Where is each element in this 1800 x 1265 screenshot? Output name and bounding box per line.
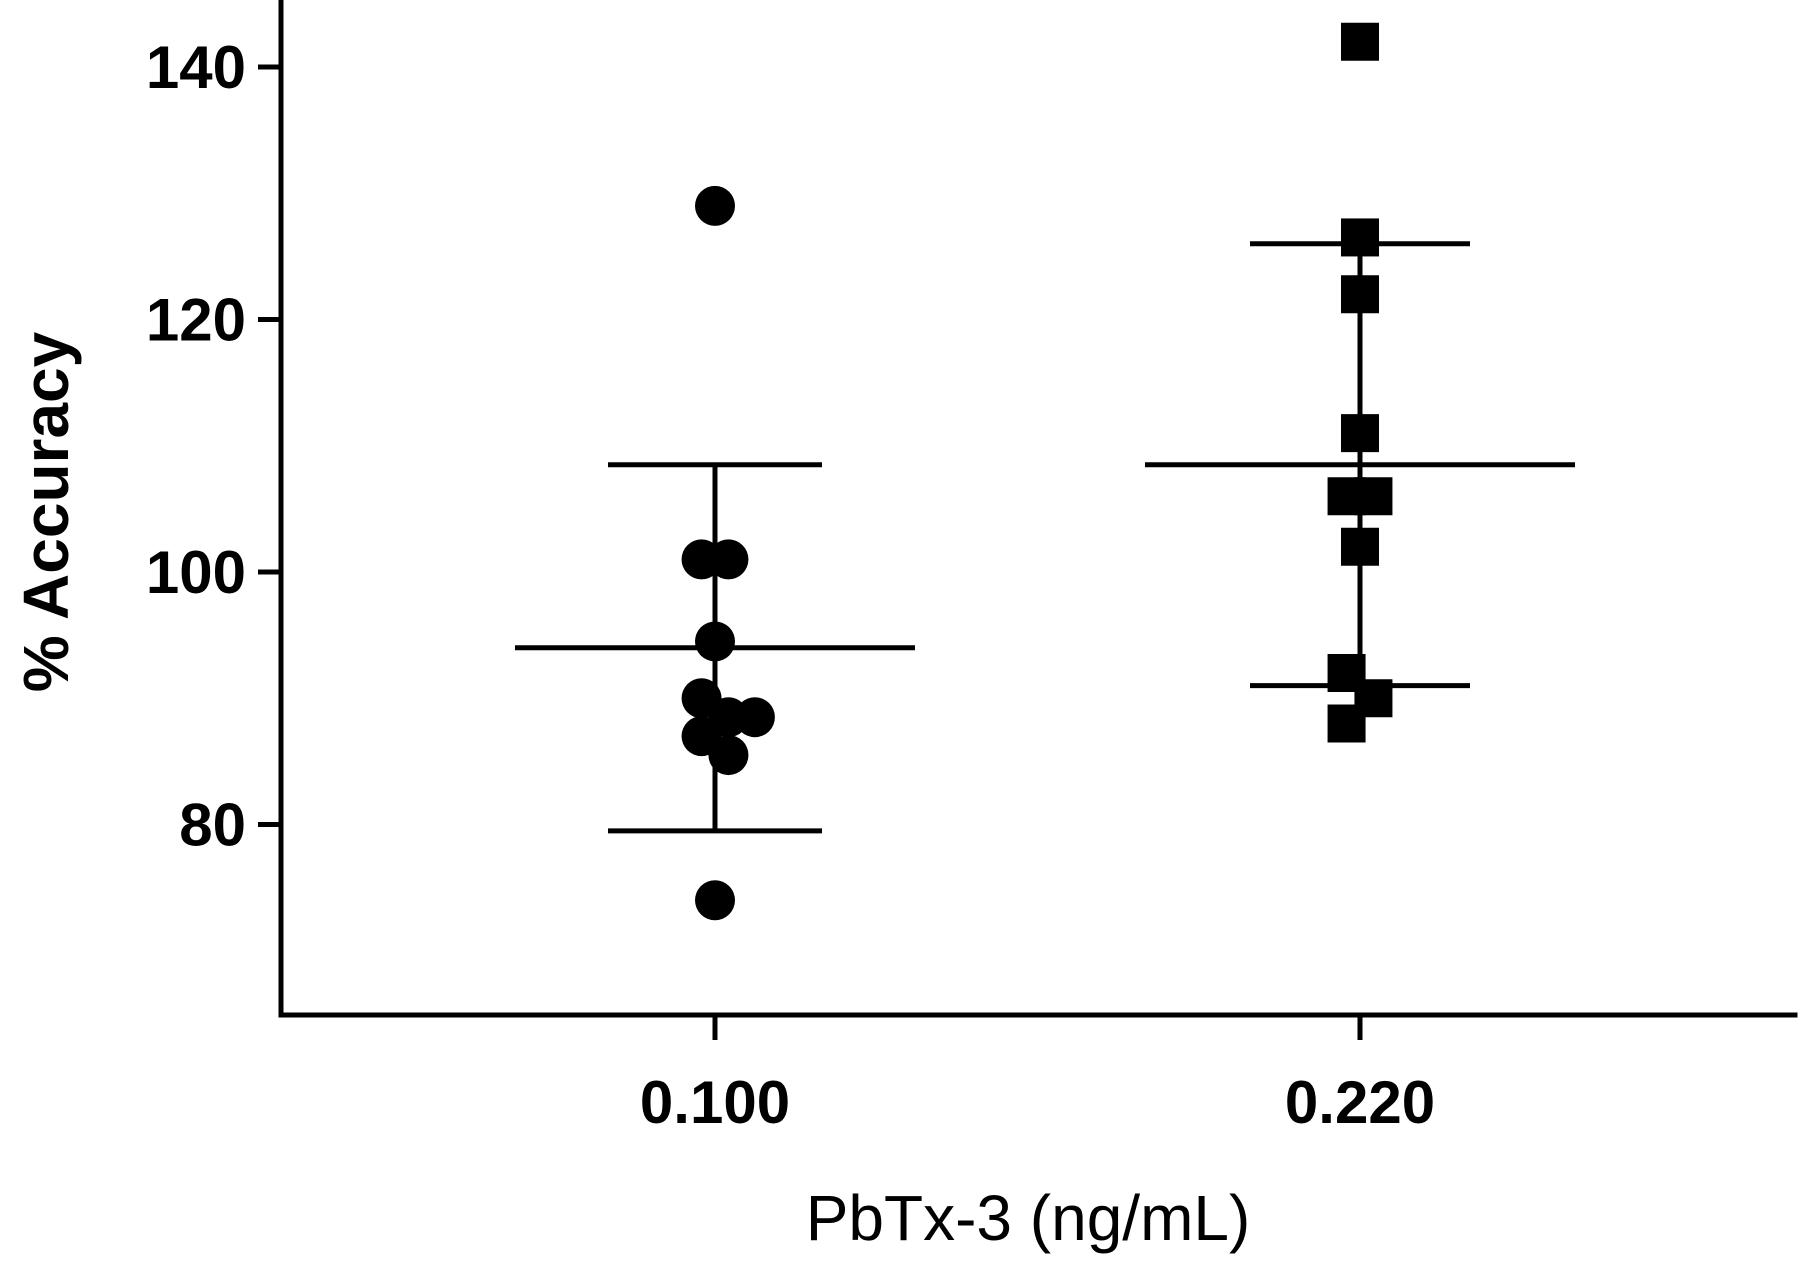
x-axis-ticks: 0.100 0.220: [640, 1015, 1435, 1136]
x-tick-label: 0.100: [640, 1069, 790, 1136]
data-point-circle: [734, 697, 775, 738]
data-point-square: [1327, 704, 1366, 743]
error-bars: [515, 241, 1575, 834]
data-point-square: [1341, 218, 1379, 257]
data-point-circle: [695, 621, 735, 662]
data-point-square: [1341, 22, 1379, 61]
x-tick-label: 0.220: [1285, 1069, 1435, 1136]
data-point-square: [1341, 275, 1379, 314]
y-tick-label: 80: [179, 792, 246, 859]
data-point-square: [1354, 477, 1393, 516]
y-tick-label: 140: [146, 34, 246, 101]
data-point-square: [1341, 527, 1379, 566]
y-tick-label: 100: [146, 539, 246, 606]
axis-lines: [278, 0, 1798, 1018]
x-axis-title: PbTx-3 (ng/mL): [806, 1182, 1251, 1254]
y-tick-label: 120: [146, 287, 246, 354]
data-point-square: [1341, 414, 1379, 453]
y-axis-ticks: 80 100 120 140: [146, 34, 281, 859]
data-point-circle: [708, 735, 749, 776]
data-point-circle: [695, 880, 735, 921]
y-axis-title: % Accuracy: [10, 331, 82, 692]
data-points: [681, 22, 1393, 921]
data-point-circle: [708, 539, 749, 580]
data-point-circle: [695, 185, 735, 226]
